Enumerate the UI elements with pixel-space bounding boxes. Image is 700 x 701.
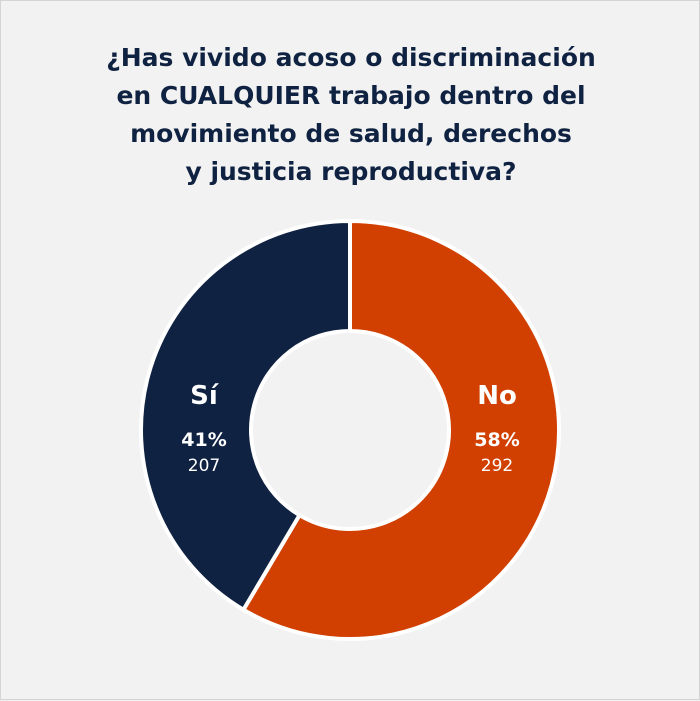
title-line-4: y justicia reproductiva? xyxy=(185,157,517,186)
slice-percent-si: 41% xyxy=(181,429,226,451)
slice-count-no: 292 xyxy=(481,456,513,476)
slice-label-no: No xyxy=(477,381,517,411)
slice-percent-no: 58% xyxy=(474,429,519,451)
title-line-1: ¿Has vivido acoso o discriminación xyxy=(106,43,596,72)
title-line-3: movimiento de salud, derechos xyxy=(130,119,572,148)
title-line-2: en CUALQUIER trabajo dentro del xyxy=(116,81,586,110)
donut-slices xyxy=(139,219,561,641)
donut-slice-si xyxy=(139,219,352,612)
slice-count-si: 207 xyxy=(188,456,220,476)
donut-slice-no xyxy=(241,219,561,641)
chart-title: ¿Has vivido acoso o discriminación en CU… xyxy=(41,39,661,191)
slice-label-si: Sí xyxy=(190,381,220,411)
